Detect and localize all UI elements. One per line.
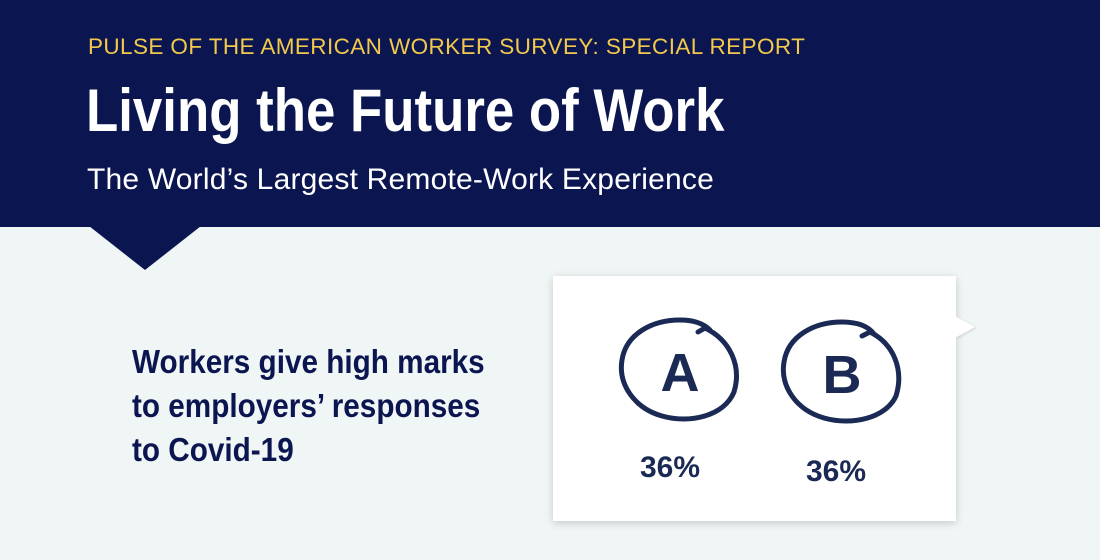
grade-a-percent: 36% <box>639 451 701 484</box>
headline-text: Workers give high marks to employers’ re… <box>132 343 485 468</box>
circle-a-icon: A <box>618 317 739 422</box>
report-kicker: PULSE OF THE AMERICAN WORKER SURVEY: SPE… <box>88 34 806 59</box>
card-pointer <box>955 316 975 338</box>
page-title: Living the Future of Work <box>86 77 725 144</box>
circle-b-icon: B <box>780 319 902 424</box>
grade-b-badge: B <box>772 316 912 426</box>
grade-b-letter: B <box>823 345 862 405</box>
grade-a-letter: A <box>661 343 700 403</box>
grades-card: A 36% B 36% <box>553 276 956 521</box>
grade-a-badge: A <box>610 314 750 424</box>
header-pointer <box>89 226 201 270</box>
page-subtitle: The World’s Largest Remote-Work Experien… <box>87 163 714 196</box>
header-banner: PULSE OF THE AMERICAN WORKER SURVEY: SPE… <box>0 0 1100 227</box>
grade-b-percent: 36% <box>805 455 867 488</box>
